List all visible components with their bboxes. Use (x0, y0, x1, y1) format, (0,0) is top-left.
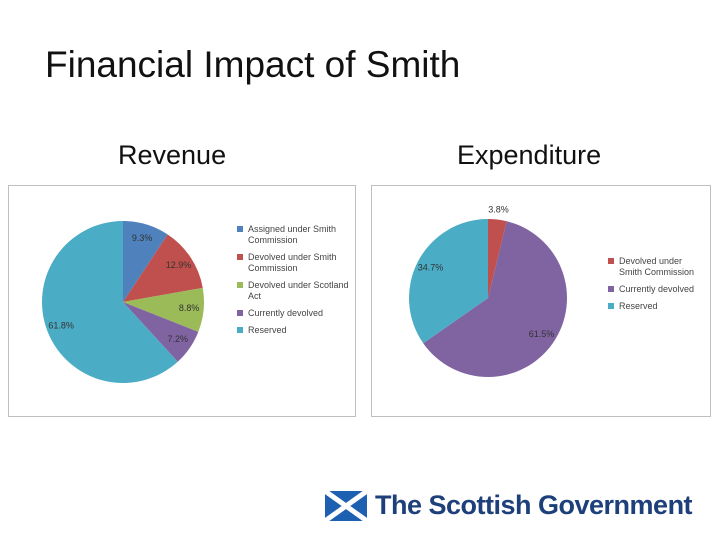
legend-label: Currently devolved (248, 308, 324, 318)
pie-chart: 9.3% 12.9% 8.8% 7.2% 61.8% (42, 221, 205, 383)
logo: The Scottish Government (325, 490, 693, 521)
legend: Assigned under Smith Commission Devolved … (237, 224, 349, 342)
pie-slice (123, 221, 168, 302)
value-label: 61.5% (529, 329, 555, 339)
pie-slice (123, 302, 199, 362)
logo-text: The Scottish Government (375, 490, 693, 520)
legend-swatch (237, 310, 243, 316)
chart-panel: 9.3% 12.9% 8.8% 7.2% 61.8% Assigned under Smi… (8, 185, 356, 417)
pie-slice (488, 219, 507, 298)
value-label: 12.9% (166, 260, 192, 270)
value-label: 9.3% (132, 233, 153, 243)
legend-label: Devolved under Smith Commission (248, 252, 337, 273)
legend-swatch (237, 327, 243, 333)
pie-slice (123, 287, 205, 332)
saltire-flag (325, 490, 367, 521)
legend-swatch (608, 286, 614, 292)
legend-swatch (237, 254, 243, 260)
value-label: 7.2% (167, 334, 188, 344)
value-label: 3.8% (488, 205, 509, 215)
legend-item: Devolved under Smith Commission (237, 252, 349, 274)
legend-item: Devolved under Scotland Act (237, 280, 349, 302)
chart-title: Expenditure (457, 140, 602, 170)
legend-swatch (237, 226, 243, 232)
legend-label: Reserved (248, 325, 287, 335)
legend: Devolved under Smith Commission Currently… (608, 256, 704, 318)
legend-label: Currently devolved (619, 284, 695, 294)
value-label: 8.8% (179, 303, 200, 313)
legend-swatch (608, 258, 614, 264)
legend-label: Devolved under Scotland Act (248, 280, 349, 301)
legend-item: Currently devolved (608, 284, 704, 295)
legend-item: Currently devolved (237, 308, 349, 319)
pie-slice (423, 221, 567, 377)
legend-item: Devolved under Smith Commission (608, 256, 704, 278)
pie-slice (409, 219, 488, 344)
legend-label: Assigned under Smith Commission (248, 224, 337, 245)
value-label: 34.7% (418, 262, 444, 272)
legend-swatch (608, 303, 614, 309)
chart-title: Revenue (118, 140, 227, 170)
legend-label: Devolved under Smith Commission (619, 256, 695, 277)
pie-slice (123, 234, 203, 302)
value-label: 61.8% (48, 320, 74, 330)
pie-slice (42, 221, 178, 383)
legend-item: Reserved (608, 301, 704, 312)
legend-swatch (237, 282, 243, 288)
pie-chart: 3.8% 61.5% 34.7% (409, 205, 567, 377)
chart-panel: 3.8% 61.5% 34.7% Devolved under Smith Commi… (371, 185, 711, 417)
legend-item: Reserved (237, 325, 349, 336)
slide-title: Financial Impact of Smith (45, 44, 461, 85)
legend-label: Reserved (619, 301, 658, 311)
legend-item: Assigned under Smith Commission (237, 224, 349, 246)
